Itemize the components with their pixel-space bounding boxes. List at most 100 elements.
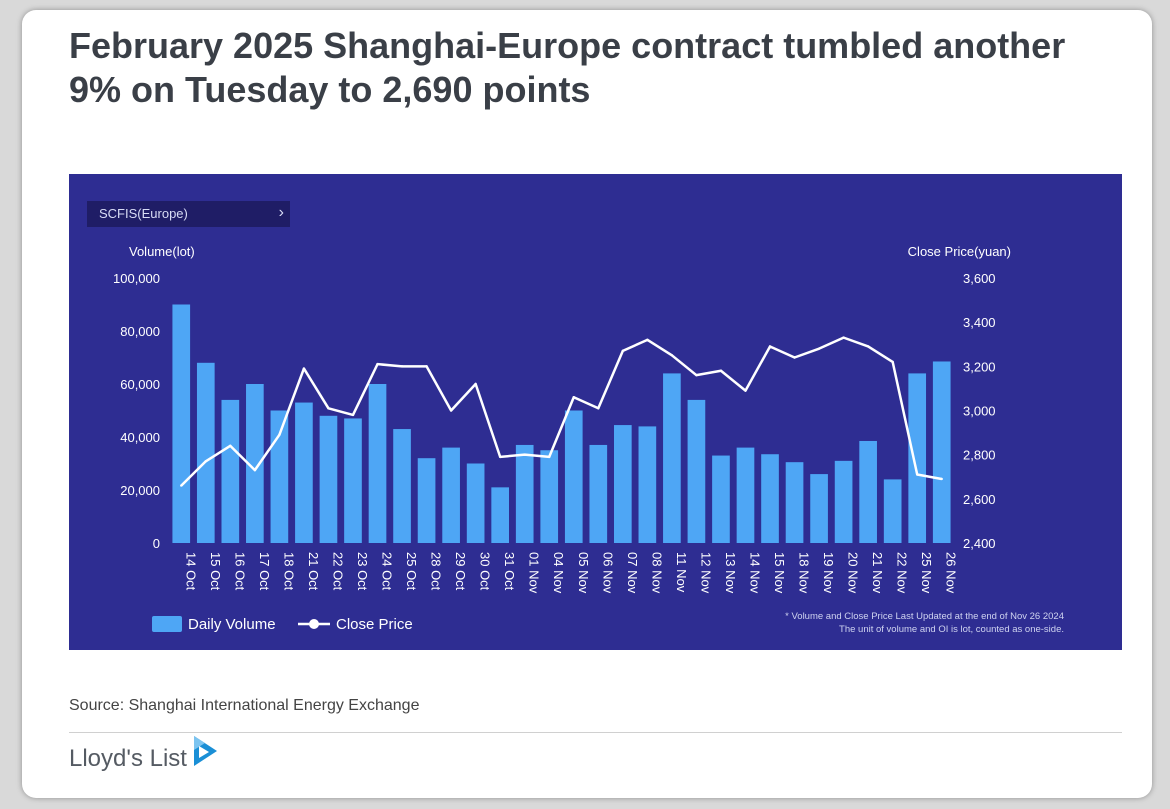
volume-bar <box>270 410 289 543</box>
x-tick-label: 14 Oct <box>183 552 198 591</box>
x-tick-label: 26 Nov <box>944 552 959 594</box>
brand-name: Lloyd's List <box>69 745 187 772</box>
y-tick-right: 3,600 <box>963 271 996 286</box>
chart-note-2: The unit of volume and OI is lot, counte… <box>839 624 1064 635</box>
y-tick-right: 2,800 <box>963 448 996 463</box>
x-tick-label: 05 Nov <box>576 552 591 594</box>
lloyds-list-logo-icon <box>194 736 217 766</box>
volume-bar <box>761 454 779 543</box>
x-tick-label: 31 Oct <box>502 552 517 591</box>
close-price-point <box>548 455 551 459</box>
chart-note-1: * Volume and Close Price Last Updated at… <box>785 611 1064 622</box>
close-price-point <box>866 345 870 348</box>
x-tick-label: 01 Nov <box>527 552 542 594</box>
volume-bar <box>295 402 313 543</box>
x-tick-label: 22 Oct <box>330 552 345 591</box>
x-tick-label: 07 Nov <box>625 552 640 594</box>
close-price-point <box>376 362 379 366</box>
volume-bar <box>246 384 264 543</box>
volume-bar <box>417 458 436 543</box>
close-price-point <box>523 453 526 456</box>
close-price-point <box>302 367 306 370</box>
headline: February 2025 Shanghai-Europe contract t… <box>69 25 1066 110</box>
x-tick-label: 21 Nov <box>870 552 885 594</box>
volume-bar <box>687 399 706 543</box>
close-price-point <box>744 389 747 392</box>
volume-bar <box>515 444 534 543</box>
volume-bar <box>172 304 191 543</box>
volume-bars <box>172 304 951 543</box>
close-price-point <box>400 365 404 368</box>
y-tick-left: 0 <box>153 536 160 551</box>
volume-bar <box>638 426 657 543</box>
volume-bar <box>810 474 828 543</box>
volume-bar <box>883 479 902 543</box>
y-tick-right: 3,000 <box>963 404 996 419</box>
close-price-point <box>449 409 453 412</box>
close-price-point <box>253 468 257 472</box>
x-tick-label: 06 Nov <box>600 552 615 594</box>
close-price-point <box>940 477 943 481</box>
contract-selector[interactable]: SCFIS(Europe) › <box>87 201 290 227</box>
y-tick-right: 3,200 <box>963 359 996 374</box>
close-price-point <box>278 433 281 436</box>
divider <box>69 732 1122 733</box>
volume-bar <box>368 384 387 543</box>
volume-bar <box>344 418 362 543</box>
y-tick-right: 2,400 <box>963 536 996 551</box>
y-tick-left: 100,000 <box>113 271 160 286</box>
x-tick-label: 08 Nov <box>649 552 664 594</box>
volume-bar <box>712 455 730 543</box>
x-tick-label: 04 Nov <box>551 552 566 594</box>
volume-bar <box>736 447 755 543</box>
chevron-right-icon: › <box>278 204 284 221</box>
y-axis-title-left: Volume(lot) <box>129 244 195 259</box>
x-tick-label: 15 Nov <box>772 552 787 594</box>
x-tick-label: 22 Nov <box>895 552 910 594</box>
combo-chart: 100,000 80,000 60,000 40,000 20,000 0 3,600 3,4… <box>113 244 1064 635</box>
y-tick-left: 40,000 <box>120 430 160 445</box>
x-tick-label: 13 Nov <box>723 552 738 594</box>
close-price-point <box>891 360 894 364</box>
volume-bar <box>466 463 485 543</box>
x-tick-label: 18 Nov <box>797 552 812 594</box>
volume-bar <box>442 447 460 543</box>
x-tick-label: 11 Nov <box>674 552 689 593</box>
y-tick-left: 60,000 <box>120 377 160 392</box>
x-tick-label: 20 Nov <box>846 552 861 594</box>
volume-bar <box>932 361 951 543</box>
legend: Daily Volume Close Price <box>152 616 413 633</box>
legend-swatch-volume <box>152 616 182 632</box>
volume-bar <box>540 450 559 543</box>
x-tick-label: 17 Oct <box>257 552 272 591</box>
close-price-point <box>204 460 207 463</box>
close-price-point <box>474 382 477 386</box>
volume-bar <box>589 444 608 543</box>
axes: 100,000 80,000 60,000 40,000 20,000 0 3,600 3,4… <box>113 271 996 594</box>
volume-bar <box>196 362 215 543</box>
close-price-point <box>916 473 919 476</box>
close-price-point <box>768 345 772 348</box>
close-price-point <box>621 349 625 353</box>
close-price-point <box>646 338 649 342</box>
y-axis-title-right: Close Price(yuan) <box>908 244 1011 259</box>
volume-bar <box>834 460 853 543</box>
legend-label-volume: Daily Volume <box>188 616 276 633</box>
close-price-point <box>842 336 845 339</box>
x-tick-label: 19 Nov <box>821 552 836 594</box>
x-tick-label: 21 Oct <box>306 552 321 591</box>
x-tick-label: 14 Nov <box>747 552 762 594</box>
x-tick-label: 25 Nov <box>919 552 934 594</box>
x-tick-label: 12 Nov <box>698 552 713 594</box>
close-price-point <box>351 413 355 417</box>
volume-bar <box>785 462 804 543</box>
y-tick-right: 2,600 <box>963 492 996 507</box>
x-tick-label: 23 Oct <box>355 552 370 591</box>
x-tick-label: 24 Oct <box>380 552 395 591</box>
close-price-point <box>719 369 723 372</box>
volume-bar <box>908 373 927 543</box>
volume-bar <box>319 415 338 543</box>
volume-bar <box>613 425 632 543</box>
close-price-point <box>425 365 428 368</box>
volume-bar <box>393 429 411 543</box>
